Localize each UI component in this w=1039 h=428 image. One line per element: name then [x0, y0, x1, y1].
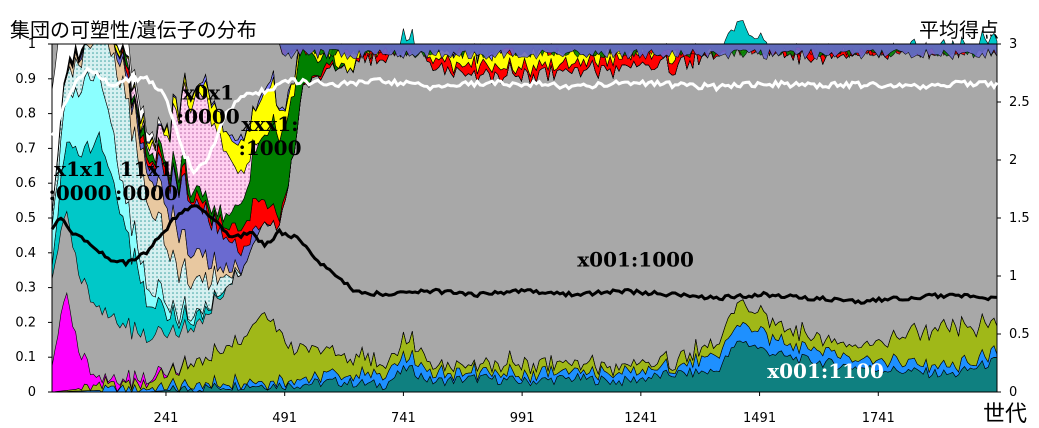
y2-tick-label: 1: [1009, 269, 1017, 284]
annotation-label: x1x1:0000: [48, 157, 111, 205]
x-tick-label: 1241: [624, 411, 657, 426]
line-series-0: [50, 66, 999, 176]
annotation-line: :0000: [48, 181, 111, 205]
y2-tick-label: 2: [1009, 153, 1017, 168]
y-tick-label: 0.4: [15, 246, 36, 261]
x-tick-label: 991: [510, 411, 535, 426]
line-series-1: [50, 204, 998, 305]
top-band-3: [279, 43, 998, 61]
y-tick-label: 0.2: [15, 315, 36, 330]
x-tick-label: 1491: [743, 411, 776, 426]
annotation-line: :0000: [177, 105, 240, 129]
y-tick-label: 0.1: [15, 350, 36, 365]
y2-tick-label: 0: [1009, 385, 1017, 400]
right-axis-title: 平均得点: [919, 18, 999, 42]
x-tick-label: 491: [272, 411, 297, 426]
area-series-3: [51, 291, 998, 393]
y-tick-label: 0.6: [15, 176, 36, 191]
annotation-line: :1000: [238, 136, 301, 160]
y2-tick-label: 1.5: [1009, 211, 1030, 226]
y-tick-label: 1: [28, 37, 36, 52]
x-tick-label: 241: [154, 411, 179, 426]
annotation-line: x001:1100: [767, 359, 884, 383]
annotation-label: x0x1:0000: [177, 81, 240, 129]
annotation-line: :0000: [115, 181, 178, 205]
annotation-line: 11x1: [120, 157, 174, 181]
y2-tick-label: 2.5: [1009, 95, 1030, 110]
x-tick-label: 741: [391, 411, 416, 426]
y-tick-label: 0.8: [15, 107, 36, 122]
y-tick-label: 0: [28, 385, 36, 400]
annotation-label: 11x1:0000: [115, 157, 178, 205]
annotation-label: xxx1::1000: [238, 112, 301, 160]
y2-tick-label: 3: [1009, 37, 1017, 52]
annotation-label: x001:1100: [767, 359, 884, 383]
x-tick-label: 1741: [862, 411, 895, 426]
y-tick-label: 0.9: [15, 72, 36, 87]
y-tick-label: 0.3: [15, 281, 36, 296]
annotation-line: x001:1000: [577, 248, 694, 272]
annotation-line: xxx1:: [241, 112, 298, 136]
x-axis-title: 世代: [982, 402, 1027, 427]
chart-title: 集団の可塑性/遺伝子の分布: [10, 18, 257, 42]
y-tick-label: 0.7: [15, 141, 36, 156]
annotation-line: x1x1: [54, 157, 106, 181]
y-tick-label: 0.5: [15, 211, 36, 226]
annotation-line: x0x1: [182, 81, 234, 105]
y2-tick-label: 0.5: [1009, 327, 1030, 342]
annotation-label: x001:1000: [577, 248, 694, 272]
